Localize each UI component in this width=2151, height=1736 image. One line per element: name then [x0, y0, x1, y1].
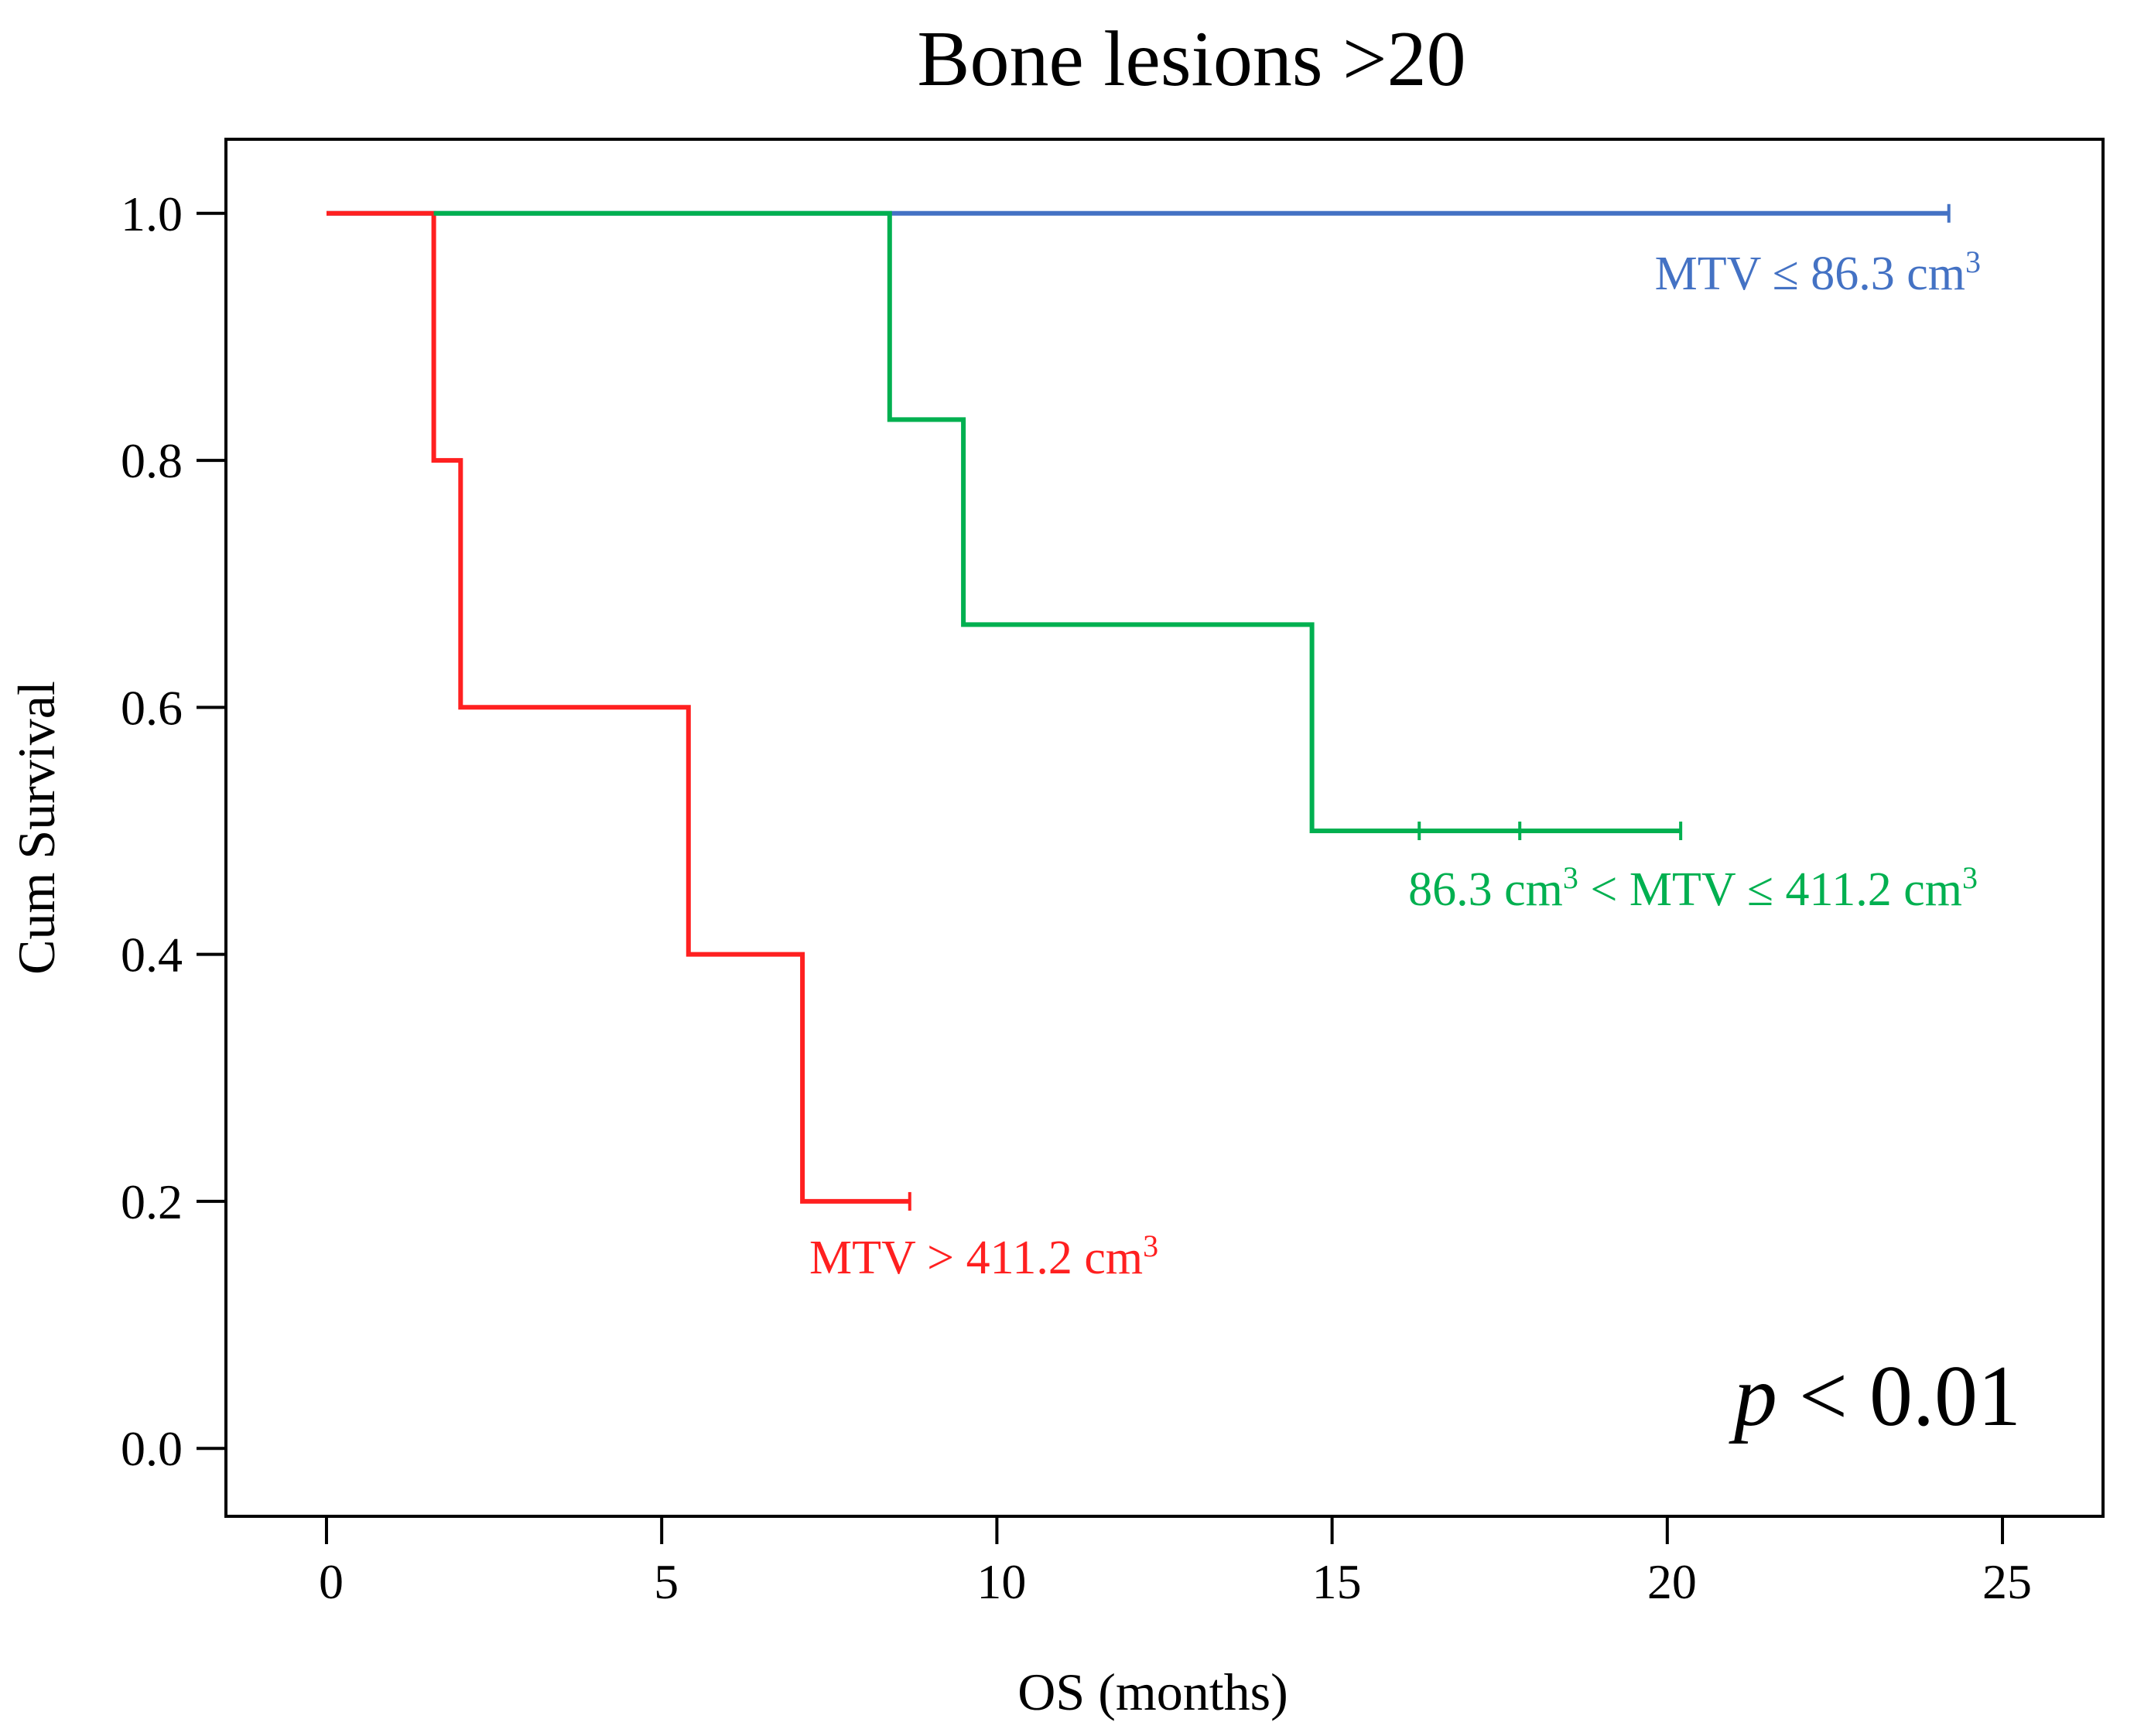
- x-tick-label: 0: [319, 1554, 344, 1609]
- series-label-superscript: 3: [1143, 1229, 1158, 1263]
- x-tick-label: 20: [1647, 1554, 1697, 1609]
- series-label-mid-mtv: 86.3 cm3 < MTV ≤ 411.2 cm3: [1408, 860, 1978, 917]
- x-tick-label: 15: [1312, 1554, 1362, 1609]
- series-label-text: MTV > 411.2 cm: [809, 1232, 1143, 1284]
- series-label-superscript: 3: [1965, 244, 1981, 279]
- x-axis-ticks: 0 5 10 15 20 25: [319, 1516, 2032, 1609]
- x-tick-label: 25: [1982, 1554, 2032, 1609]
- y-tick-label: 0.6: [121, 680, 183, 735]
- series-line: [433, 210, 1681, 833]
- y-tick-label: 0.4: [121, 928, 183, 982]
- plot-area-frame: [224, 138, 2105, 1518]
- y-tick-label: 0.0: [121, 1421, 183, 1476]
- series-label-superscript: 3: [1962, 860, 1978, 895]
- series-layer: [327, 203, 1951, 1211]
- series-label-text: < MTV ≤ 411.2 cm: [1578, 863, 1962, 916]
- p-symbol: p: [1729, 1348, 1777, 1444]
- series-label-high-mtv: MTV > 411.2 cm3: [809, 1229, 1158, 1285]
- x-tick-label: 5: [654, 1554, 679, 1609]
- series-label-low-mtv: MTV ≤ 86.3 cm3: [1655, 244, 1981, 301]
- y-tick-label: 1.0: [121, 186, 183, 241]
- series-label-superscript: 3: [1563, 860, 1578, 895]
- p-value-text: < 0.01: [1777, 1348, 2021, 1444]
- y-tick-label: 0.8: [121, 433, 183, 488]
- series-label-text: MTV ≤ 86.3 cm: [1655, 248, 1965, 300]
- chart-title: Bone lesions >20: [917, 15, 1465, 103]
- series-line: [327, 210, 910, 1204]
- y-axis-ticks: 0.0 0.2 0.4 0.6 0.8 1.0: [121, 186, 226, 1476]
- series-label-text: 86.3 cm: [1408, 863, 1563, 916]
- p-value-annotation: p < 0.01: [1729, 1348, 2021, 1444]
- x-axis-label: OS (months): [1017, 1663, 1288, 1721]
- y-axis-label: Cum Survival: [7, 681, 66, 975]
- x-tick-label: 10: [976, 1554, 1026, 1609]
- y-tick-label: 0.2: [121, 1174, 183, 1229]
